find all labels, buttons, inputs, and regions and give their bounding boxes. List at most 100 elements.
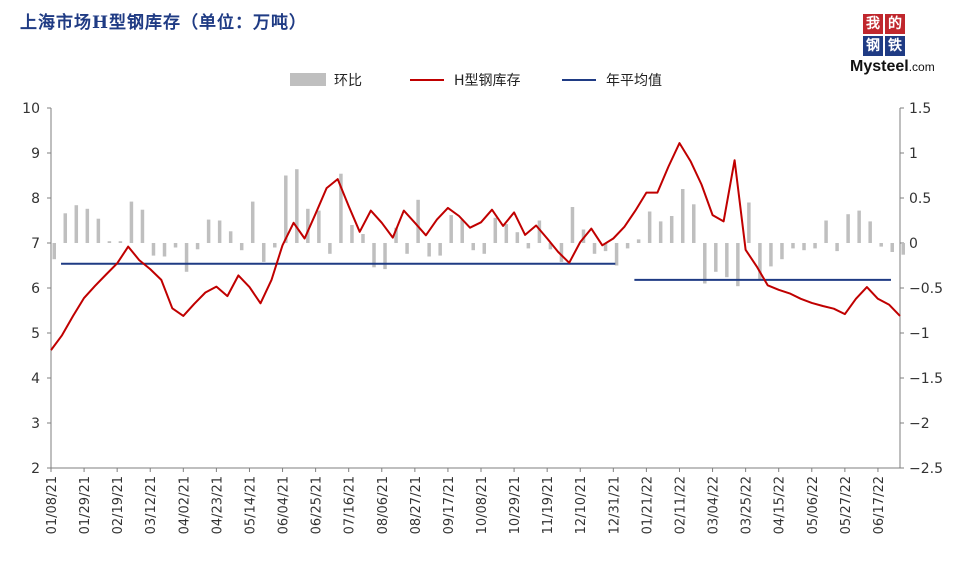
x-tick-label: 04/23/21 bbox=[210, 476, 225, 534]
logo-wordmark: Mysteel.com bbox=[850, 58, 935, 75]
logo-char: 我 bbox=[863, 14, 883, 34]
x-tick-label: 05/27/22 bbox=[839, 476, 854, 534]
x-tick-label: 11/19/21 bbox=[541, 476, 556, 534]
left-tick-label: 6 bbox=[31, 281, 40, 297]
plot-area: 2 3 4 5 6 7 8 9 10 −2.5 −2 −1.5 −1 −0.5 0 0.5 1 1.5 01/08/… bbox=[22, 73, 943, 534]
mom-bar bbox=[317, 210, 321, 243]
mom-bar bbox=[813, 243, 817, 249]
legend-swatch-bar bbox=[290, 73, 326, 86]
x-tick-label: 12/10/21 bbox=[574, 476, 589, 534]
x-tick-label: 05/14/21 bbox=[243, 476, 258, 534]
right-tick-label: 1.5 bbox=[909, 101, 931, 117]
x-tick-label: 02/11/22 bbox=[673, 476, 688, 534]
x-tick-label: 01/29/21 bbox=[78, 476, 93, 534]
mom-bar bbox=[504, 224, 509, 243]
mom-bar bbox=[846, 214, 850, 243]
x-tick-label: 03/12/21 bbox=[144, 476, 159, 534]
mom-bar bbox=[405, 243, 409, 254]
mom-bar bbox=[217, 220, 222, 243]
mom-bar bbox=[184, 243, 189, 272]
mom-bar bbox=[195, 243, 200, 250]
right-tick-label: −1 bbox=[909, 326, 930, 342]
mom-bar bbox=[328, 243, 332, 254]
x-tick-label: 08/06/21 bbox=[376, 476, 391, 534]
mom-bar bbox=[636, 239, 641, 243]
left-tick-label: 10 bbox=[22, 101, 40, 117]
mom-bar bbox=[703, 243, 707, 284]
x-tick-label: 06/04/21 bbox=[277, 476, 292, 534]
left-tick-label: 7 bbox=[31, 236, 40, 252]
mom-bar bbox=[63, 213, 68, 243]
chart-title: 上海市场H型钢库存（单位：万吨） bbox=[20, 13, 308, 33]
mom-bar bbox=[273, 243, 277, 248]
mom-bar bbox=[537, 220, 542, 243]
mom-bar bbox=[548, 243, 553, 250]
right-tick-label: 0 bbox=[909, 236, 918, 252]
mom-bar bbox=[394, 227, 398, 243]
mom-bar bbox=[680, 189, 685, 243]
mom-bar bbox=[206, 219, 211, 243]
x-tick-label: 06/17/22 bbox=[872, 476, 887, 534]
x-tick-label: 01/21/22 bbox=[640, 476, 655, 534]
mom-bar bbox=[890, 243, 894, 252]
x-tick-label: 04/02/21 bbox=[177, 476, 192, 534]
left-tick-label: 8 bbox=[31, 191, 40, 207]
mom-bar bbox=[614, 243, 619, 266]
right-tick-label: 0.5 bbox=[909, 191, 931, 207]
mom-bar bbox=[515, 232, 520, 243]
left-tick-label: 9 bbox=[31, 146, 40, 162]
x-tick-label: 10/29/21 bbox=[508, 476, 523, 534]
mom-bar bbox=[416, 199, 420, 243]
mom-bar bbox=[758, 243, 762, 279]
logo-char: 铁 bbox=[885, 36, 905, 56]
x-tick-label: 09/17/21 bbox=[442, 476, 457, 534]
x-tick-label: 04/15/22 bbox=[773, 476, 788, 534]
mom-bar bbox=[427, 243, 431, 257]
mom-bar bbox=[603, 243, 608, 252]
mom-bar bbox=[714, 243, 718, 272]
x-tick-label: 10/08/21 bbox=[475, 476, 490, 534]
left-tick-label: 2 bbox=[31, 461, 40, 477]
mom-bar bbox=[438, 243, 442, 256]
mom-bar bbox=[372, 243, 376, 268]
mom-bar bbox=[592, 243, 597, 254]
left-tick-label: 3 bbox=[31, 416, 40, 432]
mom-bar bbox=[306, 208, 310, 243]
right-tick-label: −1.5 bbox=[909, 371, 943, 387]
mom-bar bbox=[824, 220, 828, 243]
mom-bar bbox=[129, 201, 134, 243]
mom-bar bbox=[74, 205, 79, 243]
mom-bar bbox=[769, 243, 773, 267]
mom-bar bbox=[250, 201, 255, 243]
mom-bar bbox=[295, 169, 299, 243]
mom-bar bbox=[647, 211, 652, 243]
mom-bar bbox=[835, 243, 839, 252]
mom-bar bbox=[802, 243, 806, 251]
x-tick-label: 03/04/22 bbox=[707, 476, 722, 534]
left-tick-label: 5 bbox=[31, 326, 40, 342]
mom-bar bbox=[780, 243, 784, 260]
logo-char: 钢 bbox=[863, 36, 883, 56]
mom-bar bbox=[85, 208, 90, 243]
mom-bar bbox=[339, 173, 343, 243]
mom-bar bbox=[879, 243, 883, 247]
right-tick-label: −2 bbox=[909, 416, 930, 432]
mom-bar bbox=[239, 243, 244, 251]
mom-bar bbox=[361, 234, 365, 243]
right-tick-label: −2.5 bbox=[909, 461, 943, 477]
x-tick-label: 01/08/21 bbox=[45, 476, 60, 534]
mom-bar bbox=[118, 241, 123, 243]
mom-bar bbox=[228, 231, 233, 243]
mysteel-logo: 我 的 钢 铁 Mysteel.com bbox=[846, 14, 946, 78]
mom-bar bbox=[107, 241, 112, 243]
legend-label: H型钢库存 bbox=[454, 73, 521, 89]
mom-bar bbox=[658, 221, 663, 243]
x-tick-label: 08/27/21 bbox=[409, 476, 424, 534]
mom-bar bbox=[669, 216, 674, 243]
mom-bar bbox=[581, 229, 586, 243]
mom-bar bbox=[692, 204, 696, 243]
x-tick-label: 06/25/21 bbox=[310, 476, 325, 534]
mom-bar bbox=[284, 175, 288, 243]
mom-bar bbox=[493, 217, 498, 243]
mom-bar bbox=[559, 243, 564, 262]
